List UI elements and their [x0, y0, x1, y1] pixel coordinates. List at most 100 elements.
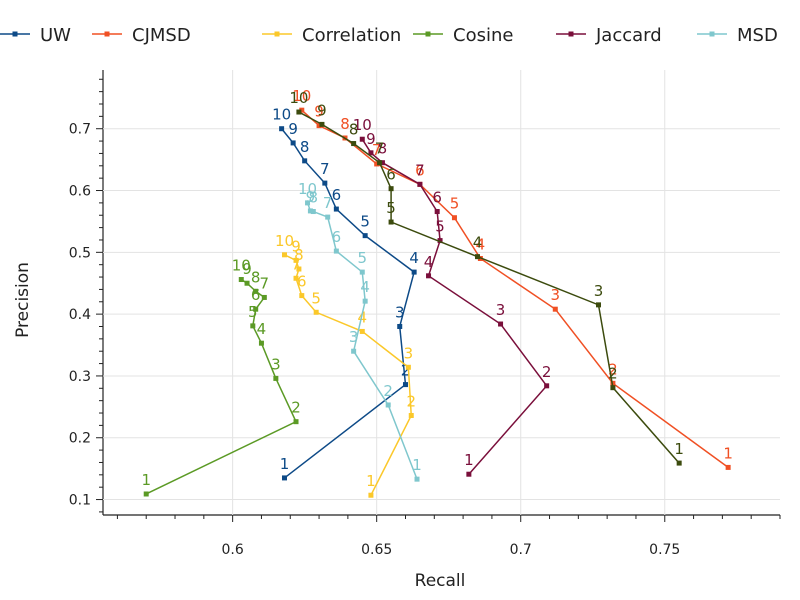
point-label: 6: [251, 286, 261, 304]
point-label: 3: [349, 328, 359, 346]
data-point: [305, 200, 311, 206]
legend: UW CJMSD Correlation Cosine Jaccard MSD: [0, 25, 778, 46]
y-axis-title: Precision: [13, 262, 33, 338]
legend-item-cosine: Cosine: [413, 25, 513, 46]
data-point: [143, 491, 149, 497]
data-point: [362, 233, 368, 239]
x-tick-label: 0.75: [649, 542, 680, 558]
point-label: 10: [292, 87, 311, 105]
point-label: 10: [353, 116, 372, 134]
legend-swatch-marker: [12, 31, 18, 37]
data-point: [325, 214, 331, 220]
point-label: 9: [306, 188, 316, 206]
point-label: 8: [378, 140, 388, 158]
data-point: [319, 121, 325, 127]
data-point: [388, 186, 394, 192]
point-label: 6: [332, 228, 342, 246]
data-point: [322, 180, 328, 186]
legend-label: MSD: [737, 25, 778, 46]
data-point: [417, 181, 423, 187]
point-label: 1: [141, 471, 151, 489]
point-label: 7: [415, 161, 425, 179]
series-layer: 1234567891012345678910123456789101234567…: [141, 87, 733, 498]
point-label: 8: [340, 115, 350, 133]
point-label: 8: [294, 246, 304, 264]
data-point: [359, 136, 365, 142]
data-point: [281, 475, 287, 481]
legend-swatch-marker: [709, 31, 715, 37]
point-label: 7: [320, 160, 330, 178]
data-point: [351, 141, 357, 147]
point-label: 9: [291, 237, 301, 255]
point-label: 5: [450, 195, 460, 213]
data-point: [414, 476, 420, 482]
point-label: 4: [358, 308, 368, 326]
point-label: 2: [608, 365, 618, 383]
data-point: [379, 160, 385, 166]
point-label: 2: [542, 363, 552, 381]
point-label: 6: [432, 189, 442, 207]
point-label: 3: [551, 286, 561, 304]
data-point: [411, 269, 417, 275]
data-point: [253, 288, 259, 294]
point-label: 8: [300, 138, 310, 156]
point-label: 6: [386, 166, 396, 184]
point-label: 9: [242, 260, 252, 278]
series-line: [361, 138, 548, 475]
data-point: [374, 161, 380, 167]
point-label: 4: [257, 320, 267, 338]
point-label: 9: [314, 103, 324, 121]
y-tick-label: 0.5: [69, 245, 91, 261]
point-label: 4: [360, 278, 370, 296]
point-label: 3: [395, 303, 405, 321]
point-label: 9: [288, 120, 298, 138]
x-tick-label: 0.6: [222, 542, 244, 558]
point-label: 9: [317, 101, 327, 119]
data-point: [676, 460, 682, 466]
y-tick-label: 0.7: [69, 122, 91, 138]
point-label: 2: [406, 392, 416, 410]
point-label: 7: [260, 274, 270, 292]
y-tick-label: 0.4: [69, 307, 91, 323]
data-point: [596, 302, 602, 308]
point-label: 1: [723, 444, 733, 462]
data-point: [296, 266, 302, 272]
legend-label: Cosine: [453, 25, 513, 46]
x-axis: 0.6 0.65 0.7 0.75: [116, 515, 781, 558]
data-point: [397, 323, 403, 329]
point-label: 5: [248, 303, 258, 321]
point-label: 7: [291, 255, 301, 273]
series-line: [281, 128, 415, 479]
data-point: [293, 257, 299, 263]
legend-item-msd: MSD: [697, 25, 778, 46]
data-point: [610, 385, 616, 391]
point-label: 4: [473, 234, 483, 252]
series-line: [145, 278, 298, 495]
legend-swatch-marker: [568, 31, 574, 37]
legend-label: Jaccard: [595, 25, 662, 46]
point-label: 3: [496, 301, 506, 319]
data-point: [388, 219, 394, 225]
data-point: [377, 160, 383, 166]
point-label: 1: [366, 472, 376, 490]
legend-item-jaccard: Jaccard: [556, 25, 662, 46]
point-label: 1: [280, 455, 290, 473]
point-label: 2: [383, 382, 393, 400]
data-point: [368, 150, 374, 156]
data-point: [333, 248, 339, 254]
legend-label: UW: [40, 25, 71, 46]
point-label: 8: [309, 189, 319, 207]
data-point: [434, 209, 440, 215]
data-point: [451, 215, 457, 221]
series-line: [284, 254, 413, 496]
data-point: [238, 277, 244, 283]
point-label: 8: [349, 121, 359, 139]
legend-swatch-marker: [425, 31, 431, 37]
data-point: [368, 492, 374, 498]
data-point: [250, 323, 256, 329]
